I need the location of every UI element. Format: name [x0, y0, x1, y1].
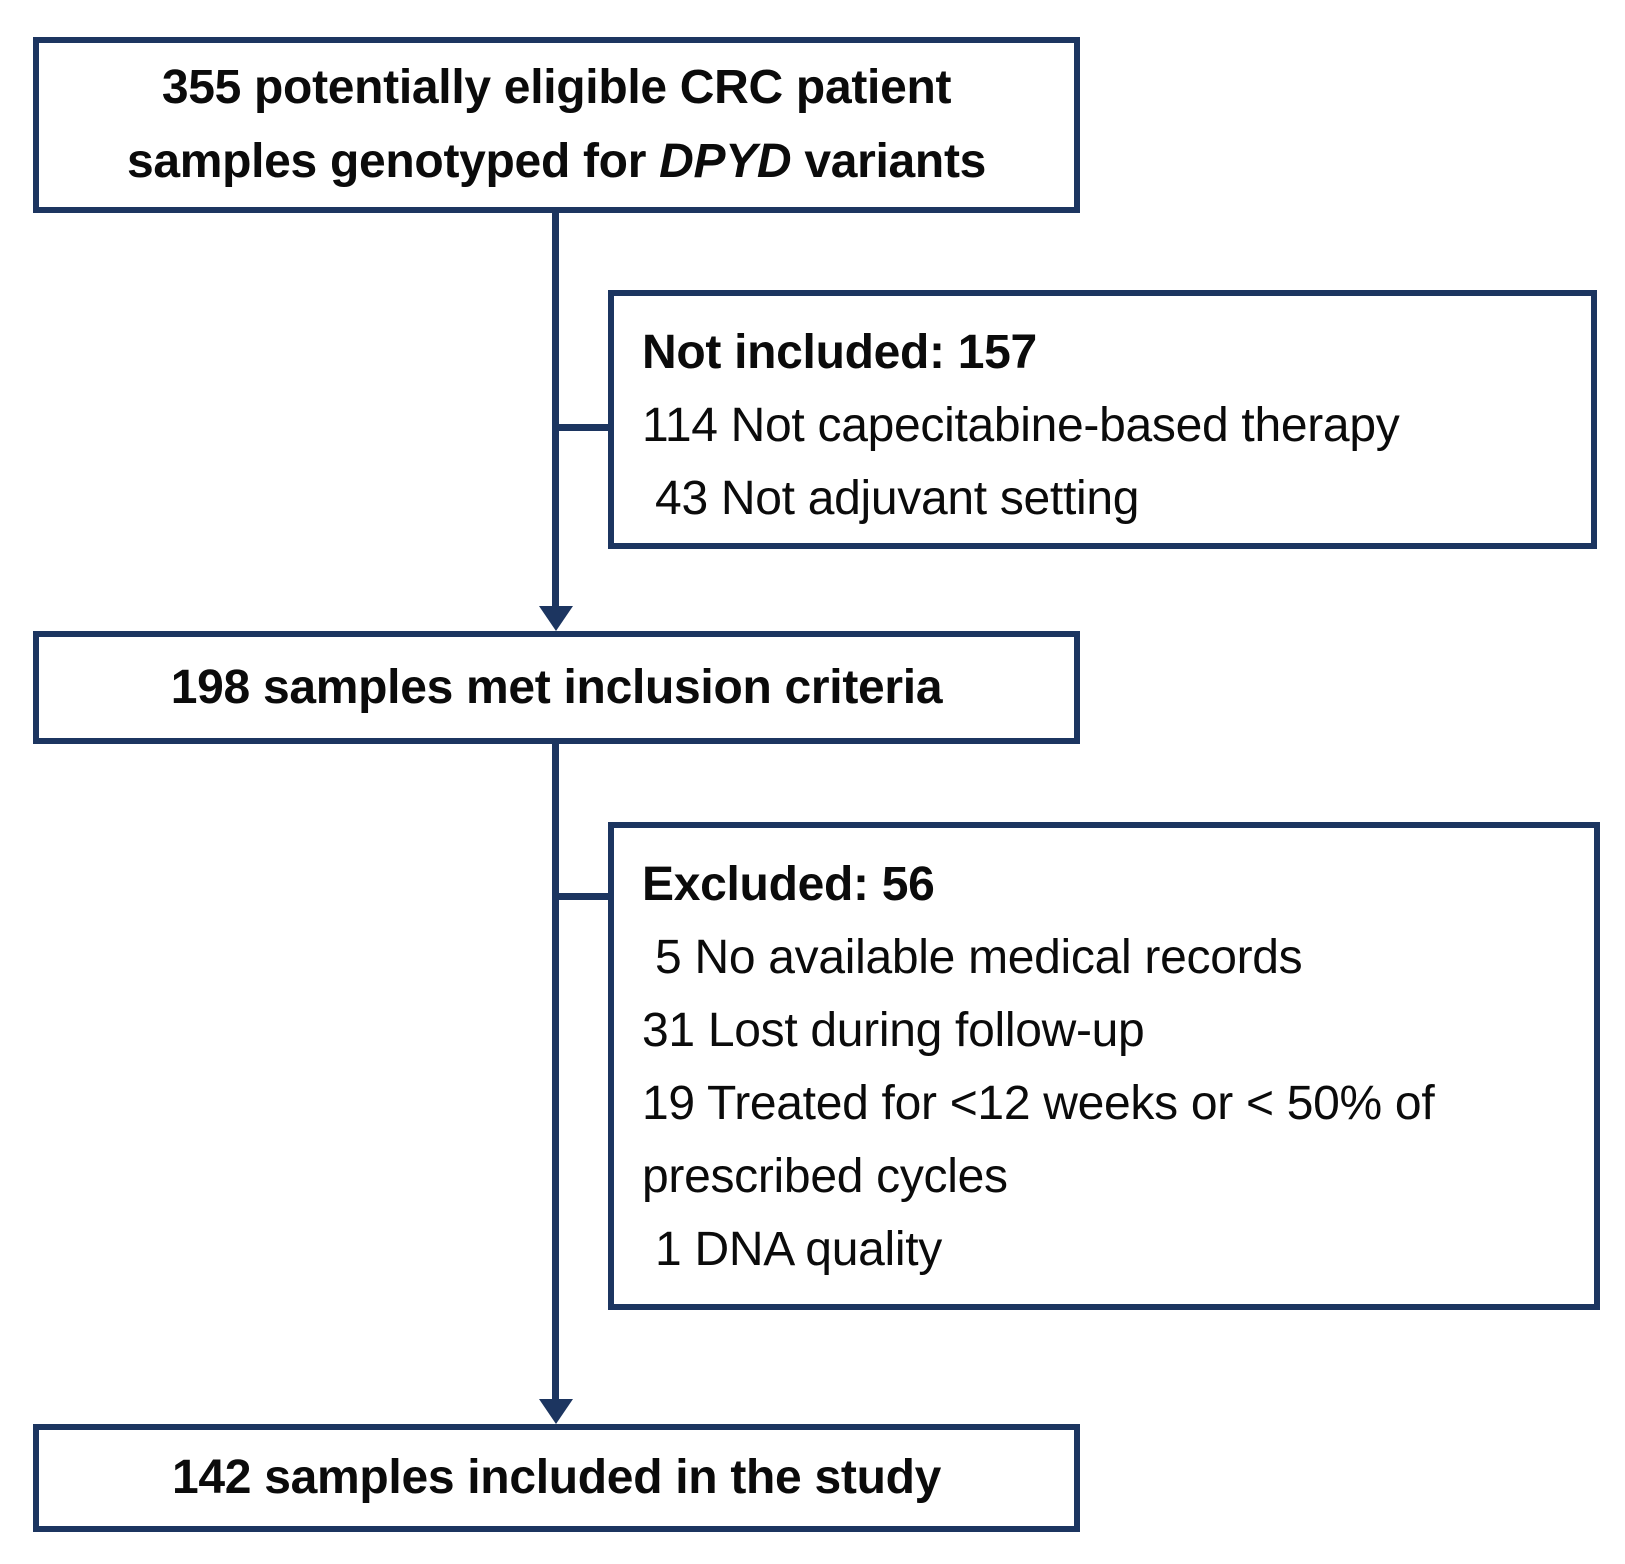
- box-included-study: 142 samples included in the study: [33, 1424, 1080, 1532]
- box-eligible-samples: 355 potentially eligible CRC patient sam…: [33, 37, 1080, 213]
- branch-stub-not-included: [552, 424, 610, 431]
- included-study-label: 142 samples included in the study: [172, 1451, 941, 1504]
- not-included-item: 114 Not capecitabine-based therapy: [642, 399, 1400, 452]
- eligible-samples-line2: samples genotyped for DPYD variants: [127, 125, 986, 199]
- eligible-samples-line2-post: variants: [791, 135, 987, 188]
- gene-name-italic: DPYD: [659, 135, 792, 188]
- box-not-included: Not included: 157 114 Not capecitabine-b…: [608, 290, 1597, 549]
- box-excluded: Excluded: 56 5 No available medical reco…: [608, 822, 1600, 1310]
- connector-top-to-inclusion: [552, 212, 559, 608]
- excluded-item: 19 Treated for <12 weeks or < 50% of pre…: [642, 1077, 1448, 1203]
- excluded-item: 31 Lost during follow-up: [642, 1004, 1145, 1057]
- box-inclusion-criteria: 198 samples met inclusion criteria: [33, 631, 1080, 744]
- excluded-item: 1 DNA quality: [642, 1223, 942, 1276]
- eligible-samples-line1: 355 potentially eligible CRC patient: [161, 61, 952, 114]
- inclusion-criteria-label: 198 samples met inclusion criteria: [170, 660, 943, 714]
- arrowhead-down-icon: [539, 1399, 573, 1424]
- branch-stub-excluded: [552, 893, 610, 900]
- eligible-samples-line2-pre: samples genotyped for: [126, 135, 660, 188]
- not-included-item: 43 Not adjuvant setting: [642, 472, 1140, 525]
- not-included-title: Not included: 157: [642, 326, 1037, 379]
- excluded-item: 5 No available medical records: [642, 931, 1303, 984]
- excluded-title: Excluded: 56: [642, 858, 935, 911]
- arrowhead-down-icon: [539, 606, 573, 631]
- connector-inclusion-to-included: [552, 744, 559, 1400]
